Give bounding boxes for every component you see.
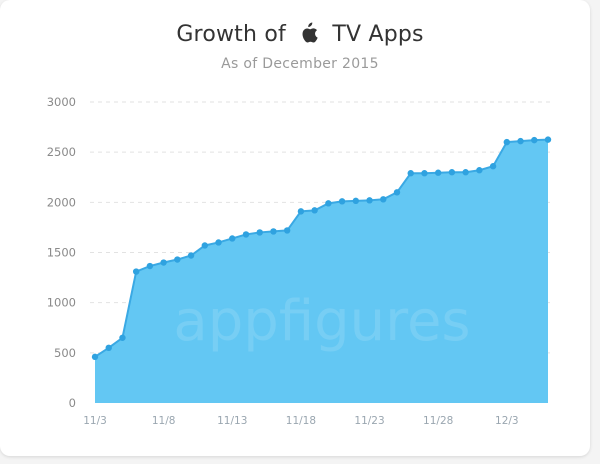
data-point <box>517 137 524 145</box>
data-point <box>105 344 112 352</box>
data-point <box>434 169 442 176</box>
data-point <box>132 268 140 275</box>
data-point <box>215 239 222 246</box>
growth-line <box>94 138 549 358</box>
x-tick-label: 11/3 <box>83 415 107 427</box>
data-point <box>544 136 552 143</box>
chart-subtitle: As of December 2015 <box>221 56 379 72</box>
x-tick-label: 11/13 <box>217 415 247 427</box>
data-point <box>311 207 318 214</box>
data-point <box>380 196 387 203</box>
data-point <box>146 262 154 270</box>
data-point <box>338 198 346 205</box>
y-tick-label: 0 <box>69 396 76 410</box>
x-tick-label: 11/18 <box>286 415 316 427</box>
x-tick-label: 12/3 <box>495 415 519 427</box>
x-tick-label: 11/8 <box>152 415 176 427</box>
data-point <box>201 242 209 249</box>
data-point <box>503 138 511 146</box>
data-point <box>242 231 250 238</box>
data-point <box>393 189 401 196</box>
data-point <box>489 163 497 170</box>
data-point <box>476 167 483 174</box>
x-tick-label: 11/23 <box>354 415 384 427</box>
x-axis-ticks: 11/3 11/8 11/13 11/18 11/23 11/28 12/3 <box>83 415 518 427</box>
watermark-text: appfigures <box>173 289 470 354</box>
data-point <box>283 227 291 234</box>
data-point <box>187 252 195 259</box>
chart-title: Growth of TV Apps <box>0 22 600 47</box>
data-point <box>462 169 469 176</box>
data-point <box>325 200 332 207</box>
title-suffix: TV Apps <box>332 22 424 47</box>
growth-area <box>95 139 548 403</box>
data-point <box>531 136 538 144</box>
y-axis-ticks: 0 500 1000 1500 2000 2500 3000 <box>47 95 76 410</box>
data-point <box>229 235 236 242</box>
data-point <box>421 170 428 177</box>
data-point <box>448 169 456 176</box>
y-tick-label: 2500 <box>47 145 76 159</box>
data-point <box>160 259 167 266</box>
data-point <box>352 197 360 205</box>
data-point <box>119 334 126 341</box>
data-point <box>366 197 373 204</box>
y-tick-label: 2000 <box>47 195 76 209</box>
x-tick-label: 11/28 <box>423 415 453 427</box>
data-point <box>256 229 263 236</box>
title-prefix: Growth of <box>176 22 286 47</box>
y-tick-label: 500 <box>54 346 76 360</box>
data-point <box>91 353 99 361</box>
data-point <box>407 170 414 177</box>
data-point <box>297 208 305 215</box>
data-points <box>91 136 552 361</box>
y-tick-label: 1000 <box>47 296 76 310</box>
y-tick-label: 3000 <box>47 95 76 109</box>
y-tick-label: 1500 <box>47 246 76 260</box>
data-point <box>270 228 277 235</box>
data-point <box>174 256 181 263</box>
apple-icon <box>302 22 318 43</box>
